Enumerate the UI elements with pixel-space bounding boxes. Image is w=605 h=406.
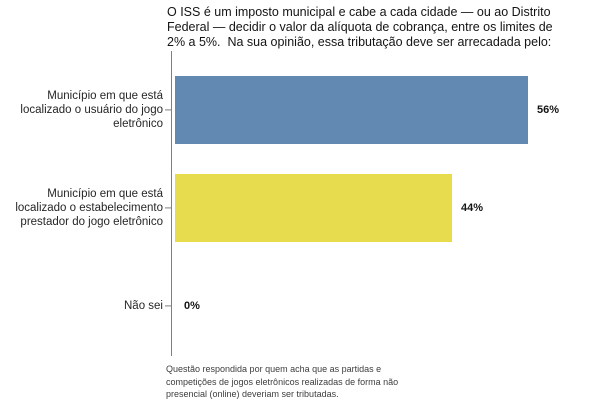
axis-tick xyxy=(165,207,171,209)
chart-footnote: Questão respondida por quem acha que as … xyxy=(166,363,398,401)
category-label: Município em que está localizado o usuár… xyxy=(20,90,163,130)
value-label: 44% xyxy=(461,202,484,214)
bar xyxy=(175,174,452,242)
chart-footnote-line: Questão respondida por quem acha que as … xyxy=(166,364,382,374)
value-label: 56% xyxy=(537,104,560,116)
chart-title-line: O ISS é um imposto municipal e cabe a ca… xyxy=(167,5,551,19)
y-axis-line xyxy=(171,51,173,356)
value-label: 0% xyxy=(184,300,200,312)
axis-tick xyxy=(165,109,171,111)
chart-footnote-line: competições de jogos eletrônicos realiza… xyxy=(166,376,399,387)
category-label: Município em que está localizado o estab… xyxy=(15,188,163,228)
chart-title: O ISS é um imposto municipal e cabe a ca… xyxy=(167,5,553,50)
bar xyxy=(175,76,528,144)
category-label: Não sei xyxy=(124,300,163,312)
chart-title-line: 2% a 5%. Na sua opinião, essa tributação… xyxy=(167,35,552,49)
chart-footnote-line: presencial (online) deveriam ser tributa… xyxy=(166,389,339,399)
chart-title-line: Federal — decidir o valor da alíquota de… xyxy=(167,20,553,34)
axis-tick xyxy=(165,305,171,307)
